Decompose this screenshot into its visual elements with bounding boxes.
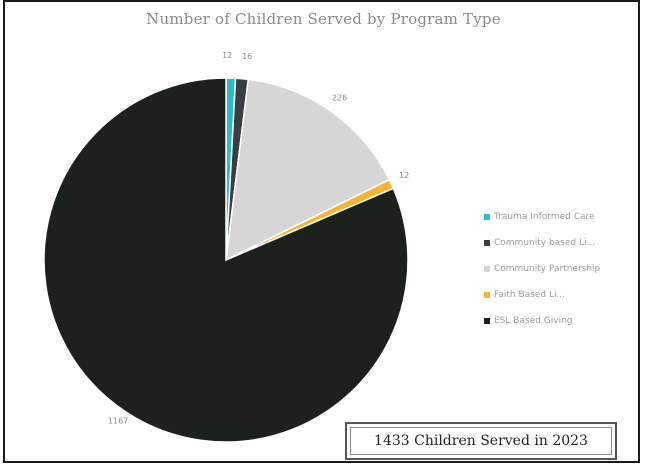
slice-value-label-0: 12 bbox=[222, 51, 232, 60]
legend-swatch-3 bbox=[484, 292, 490, 298]
legend-label-4: ESL Based Giving bbox=[494, 316, 573, 326]
legend-label-2: Community Partnership bbox=[494, 264, 601, 274]
legend-label-3: Faith Based Li... bbox=[494, 290, 566, 300]
summary-annotation-box: 1433 Children Served in 2023 bbox=[345, 422, 617, 460]
pie-slice-2 bbox=[225, 78, 391, 262]
legend-label-1: Community based Li... bbox=[494, 238, 596, 248]
legend-swatch-1 bbox=[484, 240, 490, 246]
slice-value-label-4: 1167 bbox=[108, 417, 128, 426]
chart-legend: Trauma Informed Care Community based Li..… bbox=[484, 204, 600, 334]
legend-label-0: Trauma Informed Care bbox=[494, 212, 595, 222]
summary-annotation-text: 1433 Children Served in 2023 bbox=[374, 433, 588, 449]
legend-item-0: Trauma Informed Care bbox=[484, 204, 600, 230]
legend-swatch-2 bbox=[484, 266, 490, 272]
legend-item-1: Community based Li... bbox=[484, 230, 600, 256]
legend-swatch-4 bbox=[484, 318, 490, 324]
legend-swatch-0 bbox=[484, 214, 490, 220]
slice-value-label-1: 16 bbox=[242, 52, 252, 61]
legend-item-2: Community Partnership bbox=[484, 256, 600, 282]
slice-value-label-2: 226 bbox=[332, 93, 347, 102]
chart-title: Number of Children Served by Program Typ… bbox=[146, 10, 501, 28]
legend-item-4: ESL Based Giving bbox=[484, 308, 600, 334]
pie-slice-4 bbox=[43, 77, 409, 443]
slice-value-label-3: 12 bbox=[399, 171, 409, 180]
legend-item-3: Faith Based Li... bbox=[484, 282, 600, 308]
summary-annotation-inner-border bbox=[350, 427, 612, 455]
